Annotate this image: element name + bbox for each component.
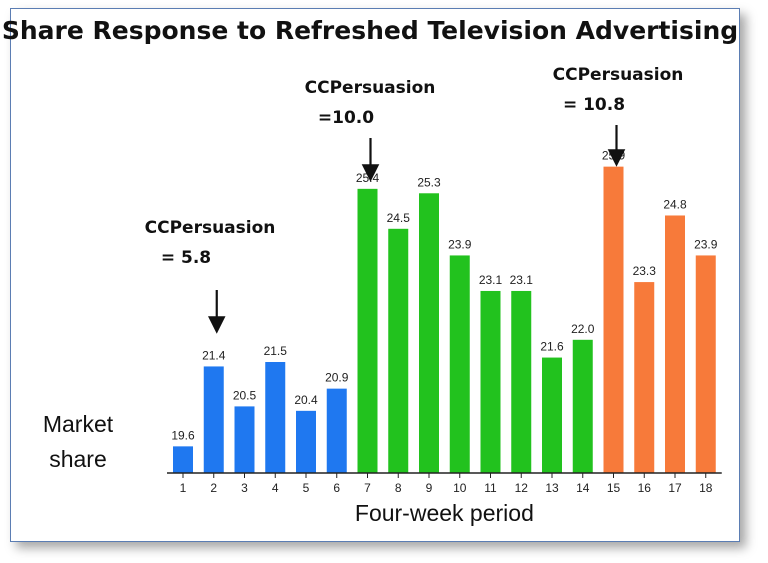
bar-period-1: [173, 446, 193, 473]
x-tick-label-6: 6: [333, 481, 340, 495]
x-tick-label-16: 16: [638, 481, 652, 495]
x-tick-label-10: 10: [453, 481, 467, 495]
bar-period-13: [542, 357, 562, 473]
value-label-period-12: 23.1: [510, 273, 534, 287]
value-label-period-9: 25.3: [417, 175, 441, 189]
value-label-period-18: 23.9: [694, 237, 718, 251]
bar-period-14: [572, 339, 593, 473]
bar-period-4: [265, 362, 286, 473]
value-label-period-17: 24.8: [663, 197, 687, 211]
annotations-layer: CCPersuasion = 5.8 CCPersuasion =10.0 CCPers…: [145, 65, 684, 334]
x-ticks-layer: 1 2 3 4 5 6 7 8 9 10 11 12 13 14 15 16 17 18: [180, 473, 713, 495]
x-tick-label-11: 11: [484, 481, 497, 495]
x-tick-label-4: 4: [272, 481, 279, 495]
annotation-1-line-2: = 5.8: [161, 248, 211, 268]
y-axis-label-line-1: Market: [43, 411, 114, 437]
x-tick-label-1: 1: [180, 481, 187, 495]
value-label-period-14: 22.0: [571, 322, 595, 336]
bar-period-9: [419, 193, 439, 473]
value-label-period-13: 21.6: [540, 340, 564, 354]
bar-period-17: [665, 215, 685, 474]
x-tick-label-12: 12: [515, 481, 529, 495]
value-label-period-10: 23.9: [448, 237, 472, 251]
value-label-period-3: 20.5: [233, 388, 257, 402]
bar-period-7: [357, 188, 378, 473]
bar-period-11: [480, 290, 501, 473]
x-tick-label-2: 2: [210, 481, 217, 495]
value-label-period-6: 20.9: [325, 371, 349, 385]
bar-period-10: [449, 255, 470, 473]
x-tick-label-7: 7: [364, 481, 371, 495]
annotation-3-line-1: CCPersuasion: [553, 65, 684, 85]
x-tick-label-8: 8: [395, 481, 402, 495]
x-tick-label-18: 18: [699, 481, 713, 495]
value-label-period-5: 20.4: [294, 393, 318, 407]
bar-period-12: [511, 290, 532, 473]
x-tick-label-5: 5: [303, 481, 310, 495]
x-tick-label-14: 14: [576, 481, 590, 495]
bar-period-15: [603, 166, 624, 473]
bar-period-8: [388, 228, 409, 473]
x-axis-label: Four-week period: [355, 500, 534, 526]
value-label-period-16: 23.3: [633, 264, 657, 278]
value-label-period-11: 23.1: [479, 273, 503, 287]
y-axis-label-line-2: share: [49, 446, 107, 472]
x-tick-label-15: 15: [607, 481, 621, 495]
value-label-period-15: 25.9: [602, 149, 626, 163]
x-tick-label-17: 17: [668, 481, 682, 495]
bar-period-5: [296, 410, 316, 473]
value-label-period-2: 21.4: [202, 348, 226, 362]
value-label-period-4: 21.5: [264, 344, 288, 358]
x-tick-label-13: 13: [545, 481, 559, 495]
bar-period-16: [634, 282, 655, 473]
bar-period-2: [203, 366, 224, 473]
bar-period-3: [234, 406, 255, 473]
annotation-2-line-2: =10.0: [318, 108, 374, 128]
x-tick-label-9: 9: [426, 481, 433, 495]
bar-period-18: [695, 255, 716, 473]
annotation-1-line-1: CCPersuasion: [145, 218, 276, 238]
value-label-period-7: 25.4: [356, 171, 380, 185]
annotation-3-line-2: = 10.8: [563, 95, 625, 115]
bar-period-6: [326, 388, 347, 473]
value-label-period-1: 19.6: [171, 428, 195, 442]
annotation-2-line-1: CCPersuasion: [305, 78, 436, 98]
x-tick-label-3: 3: [241, 481, 248, 495]
bars-layer: [173, 166, 716, 474]
value-label-period-8: 24.5: [387, 211, 411, 225]
chart-title: Share Response to Refreshed Television A…: [1, 16, 739, 45]
